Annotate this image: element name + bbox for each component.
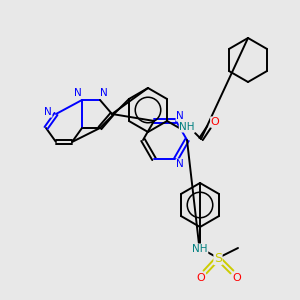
Text: N: N: [176, 159, 184, 169]
Text: N: N: [100, 88, 108, 98]
Text: O: O: [211, 117, 219, 127]
Text: S: S: [214, 251, 222, 265]
Text: O: O: [196, 273, 206, 283]
Text: N: N: [176, 111, 184, 121]
Text: N: N: [74, 88, 82, 98]
Text: NH: NH: [192, 244, 208, 254]
Text: N: N: [44, 107, 52, 117]
Text: NH: NH: [179, 122, 195, 132]
Text: O: O: [232, 273, 242, 283]
